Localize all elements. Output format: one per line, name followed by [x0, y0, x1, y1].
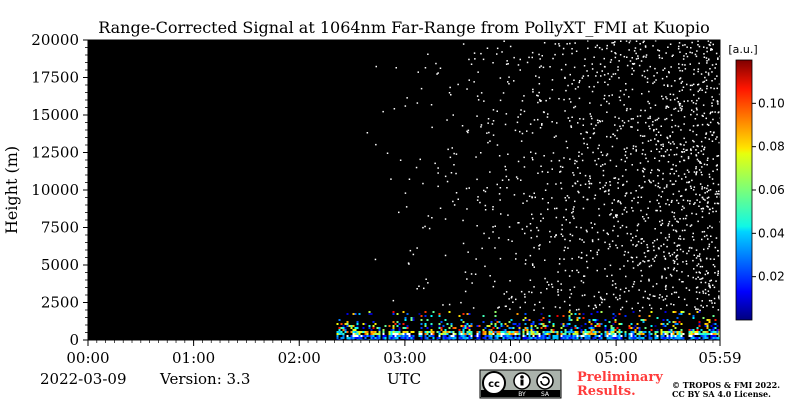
y-tick-label: 5000: [41, 256, 79, 274]
y-tick-label: 17500: [31, 69, 79, 87]
colorbar-tick-label: 0.02: [758, 270, 785, 284]
x-tick-label: 01:00: [172, 349, 215, 367]
cc-badge-text: cc: [488, 379, 500, 390]
colorbar-tick-label: 0.10: [758, 96, 785, 110]
by-badge-text: BY: [518, 391, 526, 398]
y-axis-label: Height (m): [2, 146, 21, 234]
y-tick-label: 0: [69, 331, 79, 349]
x-axis: 00:00 01:00 02:00 03:00 04:00 05:00 05:59: [66, 340, 742, 367]
colorbar-tick-label: 0.08: [758, 140, 785, 154]
sa-share-icon: [536, 372, 554, 390]
x-tick-label: 05:59: [698, 349, 741, 367]
sa-badge-text: SA: [541, 391, 550, 398]
x-axis-label: UTC: [387, 370, 421, 388]
colorbar-label: [a.u.]: [728, 43, 757, 56]
y-tick-label: 7500: [41, 219, 79, 237]
y-tick-label: 2500: [41, 294, 79, 312]
colorbar-ticks: 0.02 0.04 0.06 0.08 0.10: [752, 96, 785, 284]
y-axis: 0 2500 5000 7500 10000 12500 15000 17500 20000: [31, 31, 88, 349]
cc-license-badge: cc BY SA: [479, 369, 562, 399]
plot-area: [88, 40, 720, 340]
y-tick-label: 20000: [31, 31, 79, 49]
preliminary-label: Preliminary: [577, 370, 663, 385]
chart-title: Range-Corrected Signal at 1064nm Far-Ran…: [98, 18, 710, 37]
preliminary-results-label: Results.: [577, 384, 636, 399]
y-tick-label: 15000: [31, 106, 79, 124]
x-tick-label: 00:00: [66, 349, 109, 367]
date-label: 2022-03-09: [40, 370, 126, 388]
colorbar-tick-label: 0.06: [758, 183, 785, 197]
x-tick-label: 02:00: [278, 349, 321, 367]
license-line: CC BY SA 4.0 License.: [672, 389, 771, 399]
y-tick-label: 12500: [31, 144, 79, 162]
copyright-line: © TROPOS & FMI 2022.: [672, 380, 780, 390]
version-label: Version: 3.3: [159, 370, 250, 388]
y-tick-label: 10000: [31, 181, 79, 199]
x-tick-label: 04:00: [489, 349, 532, 367]
colorbar: [735, 59, 753, 321]
x-tick-label: 03:00: [383, 349, 426, 367]
colorbar-tick-label: 0.04: [758, 226, 785, 240]
x-tick-label: 05:00: [595, 349, 638, 367]
